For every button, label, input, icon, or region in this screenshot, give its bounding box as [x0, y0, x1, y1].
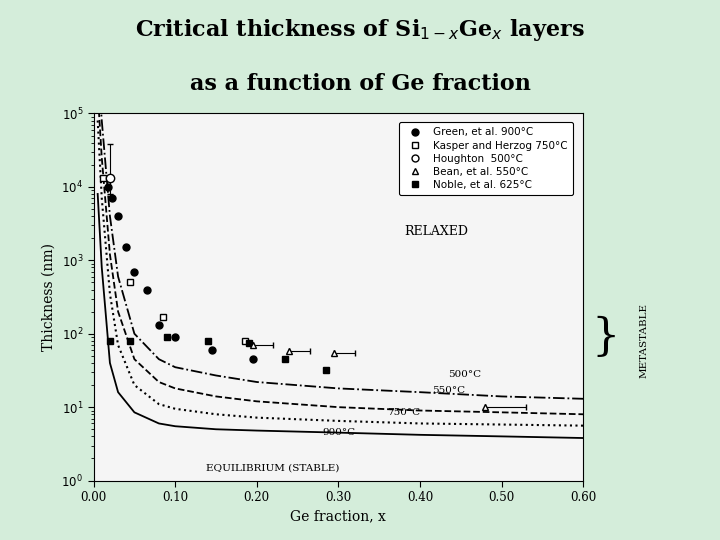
Text: Critical thickness of Si$_{1-x}$Ge$_{x}$ layers: Critical thickness of Si$_{1-x}$Ge$_{x}$… [135, 17, 585, 43]
Text: METASTABLE: METASTABLE [640, 303, 649, 377]
Text: 750°C: 750°C [387, 408, 420, 417]
Text: RELAXED: RELAXED [405, 225, 468, 238]
Text: 500°C: 500°C [449, 370, 482, 379]
Text: EQUILIBRIUM (STABLE): EQUILIBRIUM (STABLE) [207, 463, 340, 472]
X-axis label: Ge fraction, x: Ge fraction, x [290, 510, 387, 524]
Text: 550°C: 550°C [432, 386, 465, 395]
Text: as a function of Ge fraction: as a function of Ge fraction [189, 73, 531, 95]
Legend: Green, et al. 900°C, Kasper and Herzog 750°C, Houghton  500°C, Bean, et al. 550°: Green, et al. 900°C, Kasper and Herzog 7… [399, 122, 573, 195]
Text: 900°C: 900°C [322, 428, 355, 437]
Y-axis label: Thickness (nm): Thickness (nm) [42, 243, 55, 351]
Text: }: } [591, 316, 619, 359]
